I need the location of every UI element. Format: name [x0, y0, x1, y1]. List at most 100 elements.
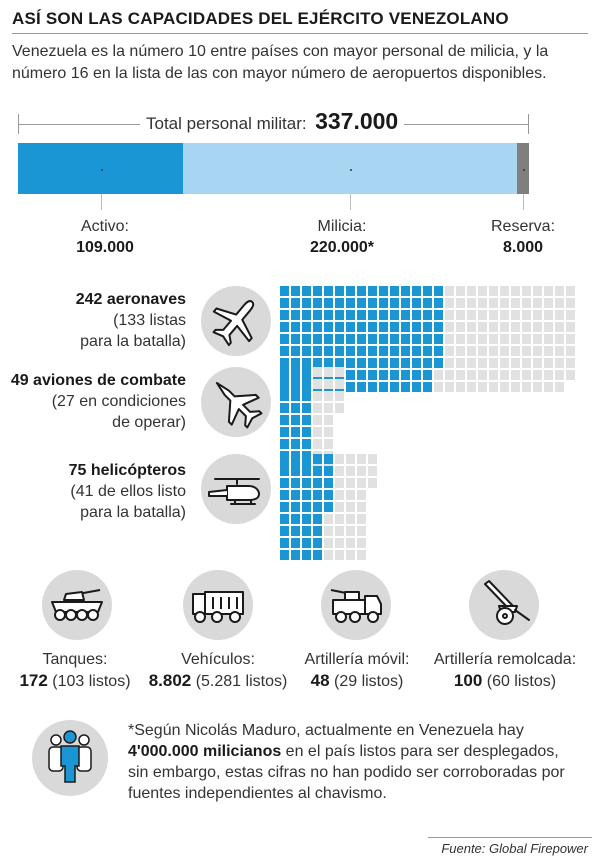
waffle-cell-not-ready: [533, 286, 542, 296]
waffle-cell-ready: [401, 358, 410, 368]
waffle-cell-not-ready: [324, 391, 333, 401]
combat-row-title: 49 aviones de combate (27 en condiciones…: [0, 370, 186, 433]
waffle-cell-ready: [313, 358, 322, 368]
waffle-cell-not-ready: [544, 346, 553, 356]
waffle-cell-ready: [434, 286, 443, 296]
mobile-artillery-name: Artillería móvil:: [304, 651, 410, 668]
waffle-cell-not-ready: [489, 322, 498, 332]
waffle-cell-not-ready: [522, 322, 531, 332]
waffle-cell-ready: [291, 466, 300, 476]
waffle-cell-not-ready: [533, 298, 542, 308]
truck-icon: [183, 570, 253, 640]
waffle-cell-not-ready: [467, 334, 476, 344]
waffle-cell-not-ready: [522, 346, 531, 356]
waffle-cell-ready: [357, 286, 366, 296]
mobile-artillery-value: 48: [310, 671, 330, 690]
waffle-cell-not-ready: [324, 550, 333, 560]
waffle-cell-ready: [302, 310, 311, 320]
waffle-cell-not-ready: [335, 502, 344, 512]
waffle-cell-ready: [302, 490, 311, 500]
vehicles-label: Vehículos: 8.802 (5.281 listos): [143, 649, 293, 692]
waffle-cell-empty: [335, 427, 344, 437]
waffle-cell-ready: [390, 322, 399, 332]
waffle-cell-not-ready: [313, 367, 322, 377]
waffle-cell-ready: [346, 346, 355, 356]
waffle-cell-ready: [302, 379, 311, 389]
waffle-cell-ready: [412, 298, 421, 308]
waffle-cell-not-ready: [346, 502, 355, 512]
waffle-cell-not-ready: [335, 538, 344, 548]
waffle-cell-ready: [313, 526, 322, 536]
waffle-cell-not-ready: [500, 298, 509, 308]
waffle-cell-not-ready: [533, 370, 542, 380]
waffle-cell-ready: [346, 298, 355, 308]
segment-value: 109.000: [76, 239, 134, 256]
waffle-cell-ready: [368, 334, 377, 344]
waffle-cell-ready: [401, 298, 410, 308]
waffle-cell-ready: [368, 346, 377, 356]
waffle-cell-not-ready: [313, 391, 322, 401]
aircraft-row-title: 242 aeronaves (133 listas para la batall…: [0, 289, 186, 352]
helicopter-waffle: [280, 454, 377, 560]
waffle-cell-ready: [302, 427, 311, 437]
waffle-cell-empty: [566, 382, 575, 392]
waffle-cell-ready: [379, 322, 388, 332]
waffle-cell-ready: [357, 310, 366, 320]
waffle-cell-not-ready: [335, 550, 344, 560]
waffle-cell-empty: [335, 415, 344, 425]
waffle-cell-not-ready: [500, 382, 509, 392]
waffle-cell-ready: [423, 334, 432, 344]
waffle-cell-not-ready: [467, 322, 476, 332]
waffle-cell-not-ready: [489, 310, 498, 320]
segment-name: Milicia:: [317, 218, 367, 235]
waffle-cell-not-ready: [357, 514, 366, 524]
combat-count: 49 aviones de combate: [10, 372, 186, 389]
tanks-ready: (103 listos): [52, 673, 131, 690]
combat-detail-1: (27 en condiciones: [51, 393, 186, 410]
waffle-cell-not-ready: [456, 382, 465, 392]
towed-artillery-name: Artillería remolcada:: [433, 651, 577, 668]
waffle-cell-ready: [313, 334, 322, 344]
mobile-artillery-icon: [321, 570, 391, 640]
footnote-line-2-rest: en el país listos para ser desplegados,: [281, 743, 559, 760]
waffle-cell-ready: [302, 502, 311, 512]
segment-leader-line: [522, 194, 524, 210]
waffle-cell-ready: [280, 478, 289, 488]
segment-marker: [350, 168, 353, 171]
vehicles-value: 8.802: [148, 671, 192, 690]
waffle-cell-not-ready: [544, 358, 553, 368]
waffle-cell-ready: [390, 382, 399, 392]
waffle-cell-ready: [335, 310, 344, 320]
waffle-cell-not-ready: [456, 286, 465, 296]
waffle-cell-ready: [390, 310, 399, 320]
waffle-cell-not-ready: [445, 382, 454, 392]
waffle-cell-ready: [357, 346, 366, 356]
tanks-label: Tanques: 172 (103 listos): [0, 649, 150, 692]
waffle-cell-not-ready: [555, 346, 564, 356]
waffle-cell-ready: [335, 334, 344, 344]
waffle-cell-not-ready: [511, 310, 520, 320]
waffle-cell-ready: [302, 550, 311, 560]
waffle-cell-ready: [291, 298, 300, 308]
waffle-cell-not-ready: [511, 322, 520, 332]
waffle-cell-not-ready: [346, 538, 355, 548]
waffle-cell-ready: [357, 370, 366, 380]
waffle-cell-ready: [313, 538, 322, 548]
tanks-value: 172: [19, 671, 48, 690]
waffle-cell-not-ready: [467, 382, 476, 392]
waffle-cell-ready: [379, 358, 388, 368]
waffle-cell-ready: [291, 526, 300, 536]
source-credit: Fuente: Global Firepower: [441, 841, 588, 856]
waffle-cell-ready: [280, 367, 289, 377]
waffle-cell-ready: [401, 346, 410, 356]
waffle-cell-not-ready: [544, 370, 553, 380]
towed-artillery-ready: (60 listos): [486, 673, 557, 690]
waffle-cell-not-ready: [478, 382, 487, 392]
waffle-cell-ready: [280, 427, 289, 437]
waffle-cell-ready: [291, 358, 300, 368]
waffle-cell-not-ready: [357, 466, 366, 476]
vehicles-name: Vehículos:: [181, 651, 255, 668]
waffle-cell-not-ready: [489, 346, 498, 356]
helicopter-row-title: 75 helicópteros (41 de ellos listo para …: [0, 460, 186, 523]
waffle-cell-not-ready: [456, 370, 465, 380]
